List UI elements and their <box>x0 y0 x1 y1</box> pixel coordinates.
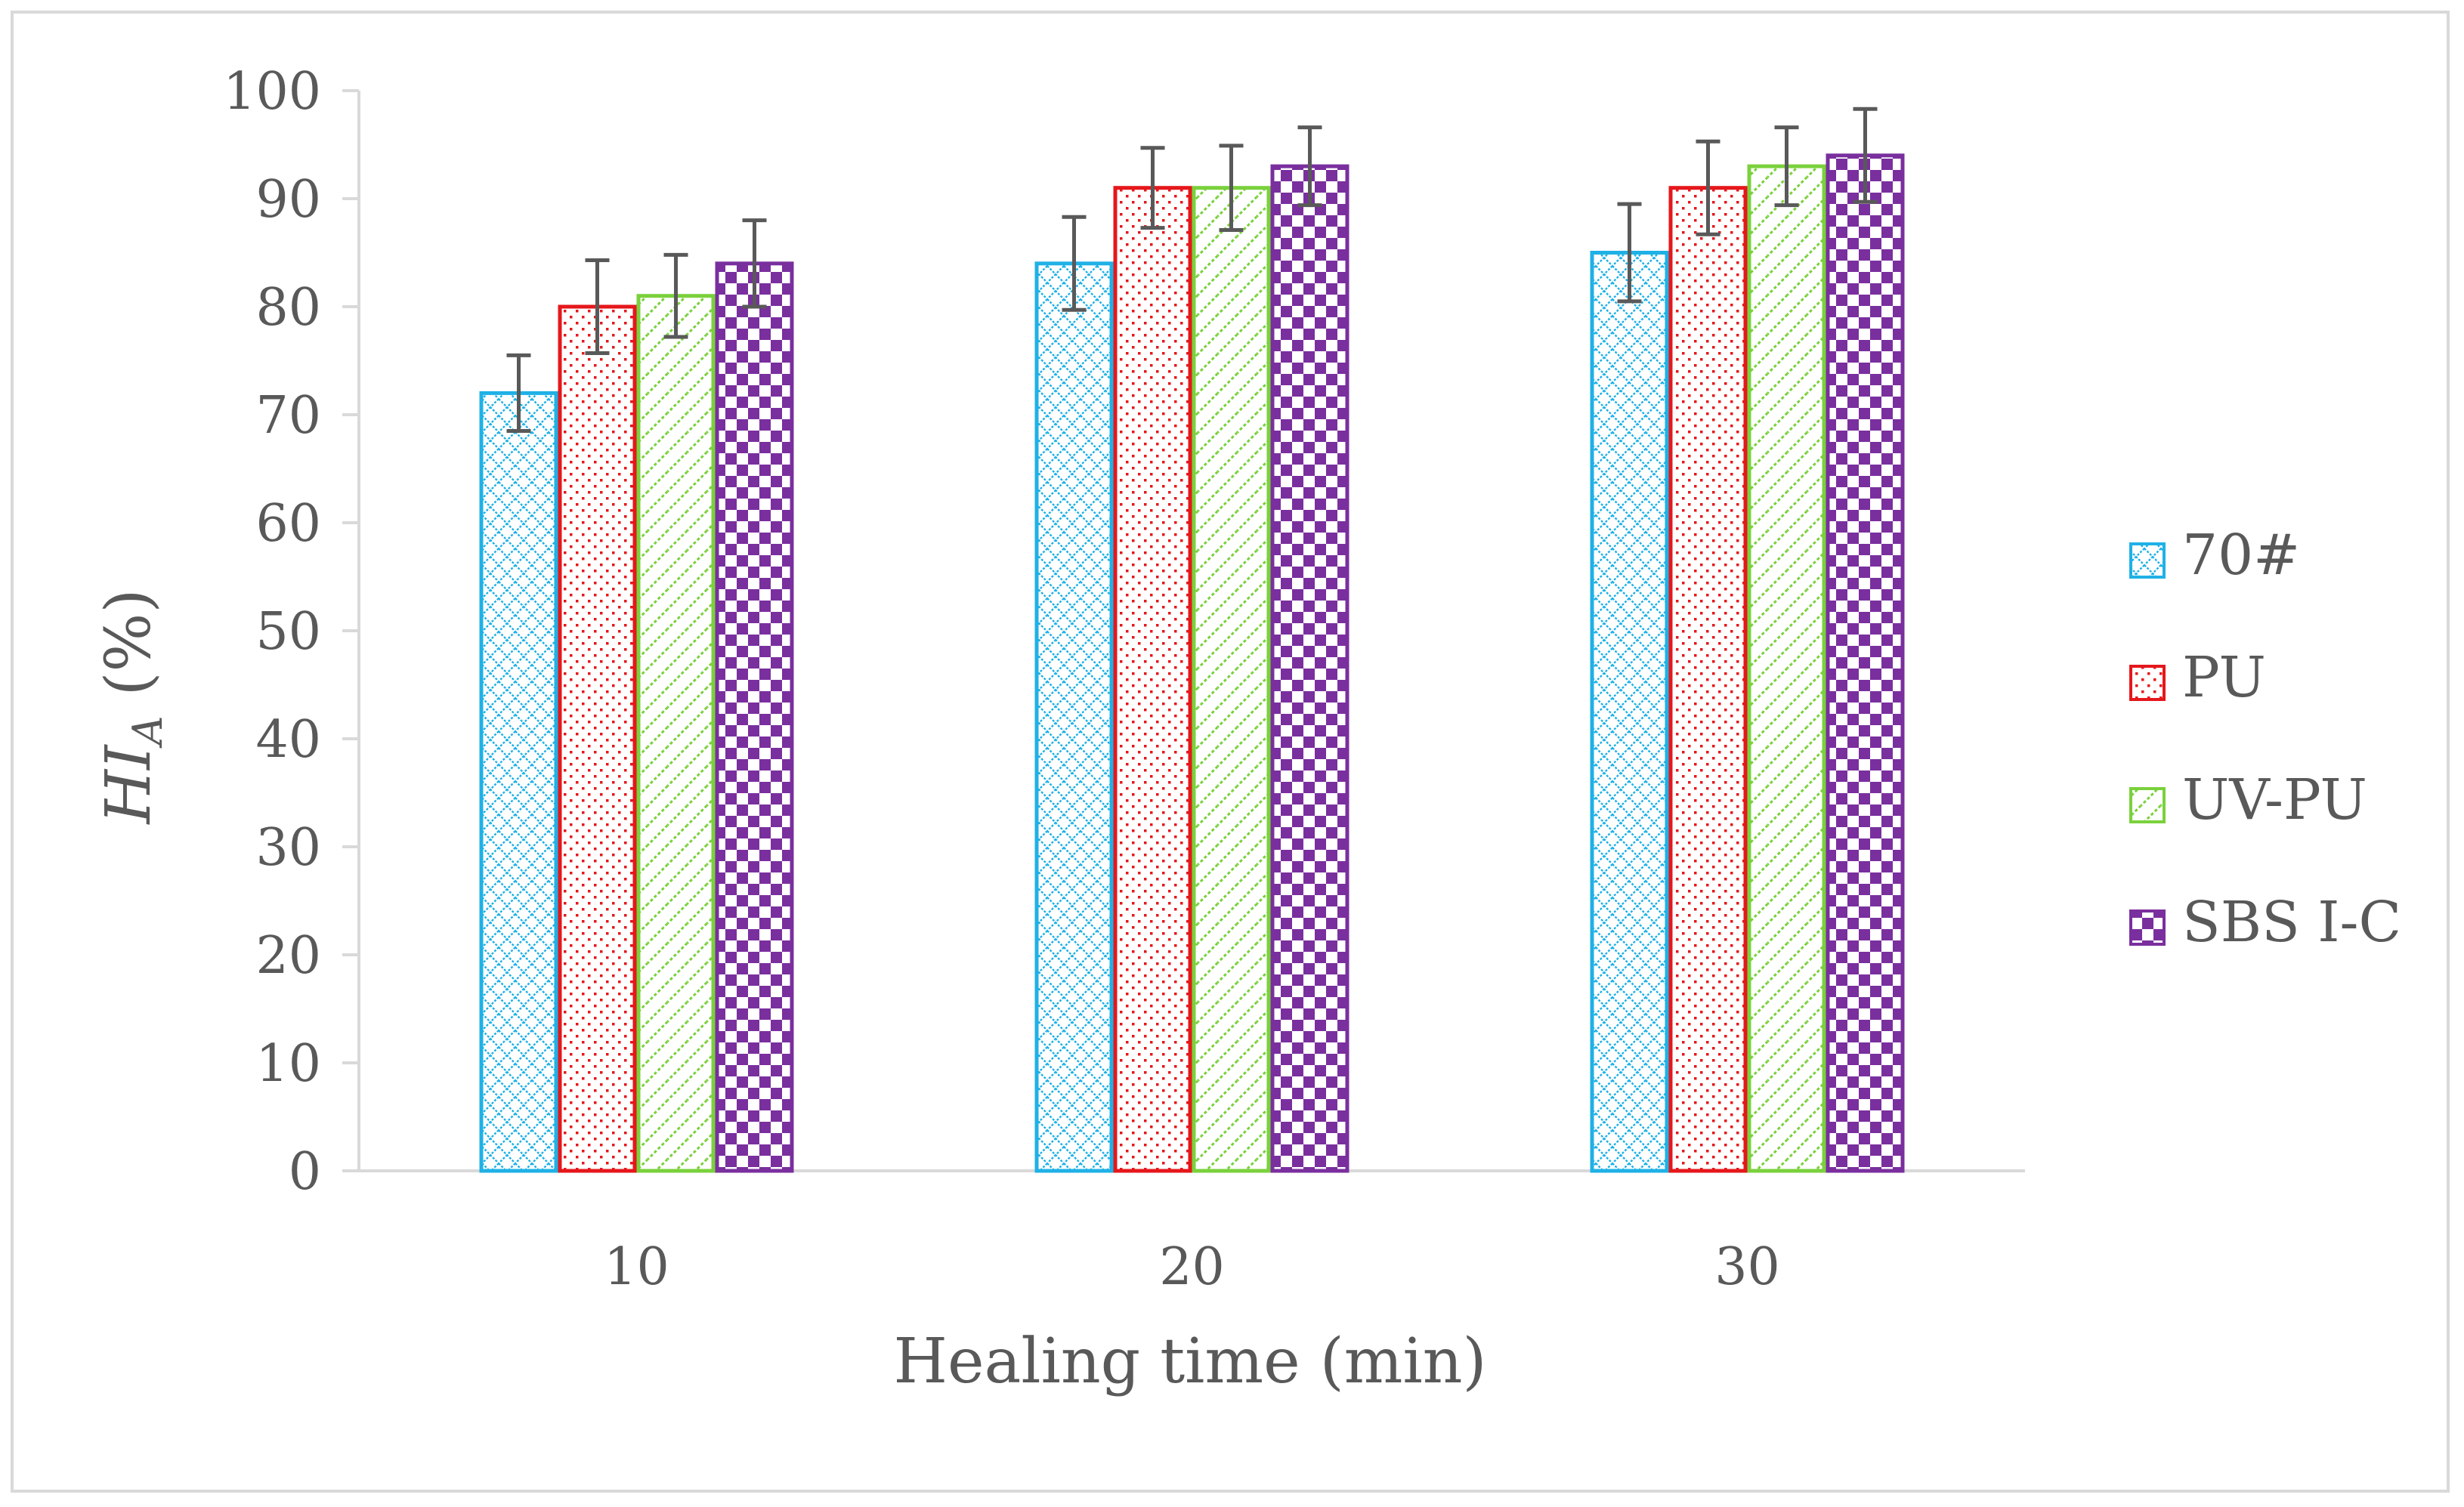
y-tick-label: 70 <box>255 386 321 446</box>
x-axis: 10 20 30 <box>359 1169 2025 1297</box>
bar-uv-pu-10 <box>636 294 716 1173</box>
error-bar <box>1062 215 1087 312</box>
x-tick-label: 20 <box>1159 1237 1225 1297</box>
error-bar <box>1617 202 1642 304</box>
y-tick-label: 80 <box>255 278 321 338</box>
error-bar <box>1219 144 1244 232</box>
y-tick-label: 60 <box>255 494 321 554</box>
legend-item: 70# <box>2129 523 2300 588</box>
y-tick-label: 90 <box>255 170 321 230</box>
bar-uv-pu-20 <box>1192 186 1271 1173</box>
bar-sbs-i-c-20 <box>1270 164 1349 1173</box>
legend-swatch <box>2129 665 2166 701</box>
legend-label: 70# <box>2182 523 2300 588</box>
error-bar <box>1853 107 1878 204</box>
x-tick-label: 30 <box>1714 1237 1780 1297</box>
legend-label: PU <box>2182 645 2266 710</box>
legend-swatch <box>2129 909 2166 946</box>
y-tick-label: 30 <box>255 818 321 878</box>
error-bar <box>1774 125 1799 208</box>
bar-sbs-i-c-10 <box>715 261 794 1173</box>
error-bar <box>506 353 531 433</box>
error-bar <box>1140 146 1165 230</box>
legend-swatch <box>2129 542 2166 579</box>
error-bar <box>663 252 688 339</box>
error-bar <box>585 258 610 355</box>
x-axis-title: Healing time (min) <box>893 1326 1486 1397</box>
y-tick-label: 0 <box>289 1142 321 1202</box>
error-bar <box>742 218 767 309</box>
y-tick-label: 50 <box>255 602 321 662</box>
x-tick-label: 10 <box>604 1237 669 1297</box>
bar-pu-20 <box>1113 186 1192 1173</box>
legend-label: UV-PU <box>2182 767 2367 832</box>
error-bars-layer <box>506 107 1878 433</box>
bar-70--20 <box>1034 261 1114 1173</box>
legend-item: SBS I-C <box>2129 890 2401 955</box>
y-tick-label: 40 <box>255 710 321 770</box>
y-axis: 0 10 20 30 40 50 60 70 80 90 100 <box>223 62 360 1202</box>
bar-70--10 <box>479 391 558 1173</box>
legend-item: UV-PU <box>2129 767 2367 832</box>
bar-70--30 <box>1590 251 1669 1173</box>
bar-sbs-i-c-30 <box>1826 153 1905 1173</box>
y-tick-label: 100 <box>223 62 321 122</box>
bar-pu-10 <box>558 304 637 1173</box>
bars-layer <box>479 153 1905 1173</box>
legend-label: SBS I-C <box>2182 890 2401 955</box>
y-tick-label: 20 <box>255 926 321 986</box>
legend-item: PU <box>2129 645 2266 710</box>
error-bar <box>1696 139 1720 236</box>
legend-swatch <box>2129 787 2166 823</box>
y-axis-title: HIA (%) <box>93 589 172 826</box>
y-tick-label: 10 <box>255 1034 321 1094</box>
legend: 70# PU UV-PU SBS I-C <box>2129 523 2401 955</box>
bar-pu-30 <box>1668 186 1748 1173</box>
error-bar <box>1297 125 1322 208</box>
bar-uv-pu-30 <box>1747 164 1826 1173</box>
